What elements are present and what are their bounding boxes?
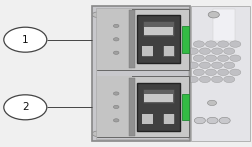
Bar: [97, 9, 132, 70]
Circle shape: [217, 41, 228, 47]
Circle shape: [4, 95, 47, 120]
Circle shape: [193, 55, 204, 61]
Circle shape: [113, 119, 118, 122]
Circle shape: [193, 69, 204, 76]
Circle shape: [211, 76, 222, 83]
Circle shape: [207, 100, 216, 106]
Circle shape: [199, 62, 210, 69]
Circle shape: [229, 55, 240, 61]
Circle shape: [206, 117, 217, 124]
Circle shape: [217, 55, 228, 61]
Bar: [163, 114, 174, 124]
Circle shape: [92, 131, 101, 136]
Bar: [92, 6, 189, 141]
Circle shape: [211, 48, 222, 54]
Bar: [142, 114, 152, 124]
Bar: [163, 114, 173, 124]
Circle shape: [205, 55, 216, 61]
Bar: [181, 93, 188, 120]
Bar: [141, 46, 152, 57]
Bar: [97, 76, 132, 137]
Bar: [190, 6, 249, 141]
Bar: [143, 27, 172, 35]
Bar: [136, 15, 179, 63]
Circle shape: [113, 105, 118, 109]
Text: 1: 1: [22, 35, 28, 45]
Circle shape: [186, 48, 198, 54]
Bar: [163, 46, 173, 56]
Circle shape: [193, 41, 204, 47]
Circle shape: [194, 117, 205, 124]
Bar: [212, 9, 234, 41]
Bar: [142, 21, 173, 36]
Bar: [97, 76, 188, 137]
Bar: [143, 94, 172, 102]
Bar: [129, 78, 135, 136]
Circle shape: [223, 76, 234, 83]
Circle shape: [4, 27, 47, 52]
Circle shape: [223, 48, 234, 54]
Circle shape: [217, 69, 228, 76]
Circle shape: [92, 12, 101, 17]
Circle shape: [229, 69, 240, 76]
Circle shape: [113, 51, 118, 54]
Circle shape: [199, 76, 210, 83]
Circle shape: [205, 41, 216, 47]
Bar: [163, 46, 174, 57]
Circle shape: [113, 92, 118, 95]
Circle shape: [218, 117, 229, 124]
Bar: [136, 83, 179, 131]
Text: 2: 2: [22, 102, 28, 112]
Circle shape: [186, 62, 198, 69]
Circle shape: [186, 76, 198, 83]
Circle shape: [205, 69, 216, 76]
Circle shape: [199, 48, 210, 54]
Bar: [142, 46, 152, 56]
Bar: [96, 8, 188, 139]
Bar: [142, 89, 173, 103]
Bar: [181, 26, 188, 53]
Circle shape: [113, 24, 118, 27]
Bar: [141, 114, 152, 124]
Bar: [129, 10, 135, 68]
Bar: [97, 9, 188, 70]
Circle shape: [229, 41, 240, 47]
Circle shape: [113, 38, 118, 41]
Circle shape: [211, 62, 222, 69]
Circle shape: [207, 11, 218, 18]
Circle shape: [223, 62, 234, 69]
